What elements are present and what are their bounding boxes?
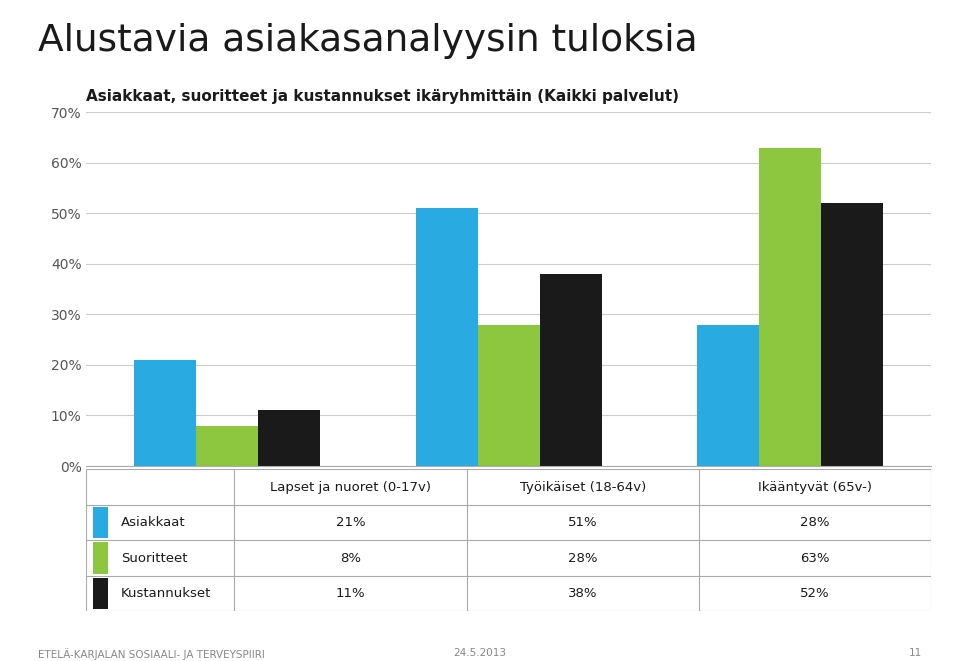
Text: Suoritteet: Suoritteet <box>121 552 187 564</box>
Bar <box>478 325 540 466</box>
Text: 11%: 11% <box>336 587 365 600</box>
Bar <box>416 208 478 466</box>
Text: ETELÄ-KARJALAN SOSIAALI- JA TERVEYSPIIRI: ETELÄ-KARJALAN SOSIAALI- JA TERVEYSPIIRI <box>38 648 265 660</box>
Bar <box>759 148 822 466</box>
Text: 8%: 8% <box>340 552 361 564</box>
Text: Lapset ja nuoret (0-17v): Lapset ja nuoret (0-17v) <box>270 481 431 494</box>
Bar <box>698 325 759 466</box>
Text: Alustavia asiakasanalyysin tuloksia: Alustavia asiakasanalyysin tuloksia <box>38 23 698 59</box>
Text: 11: 11 <box>908 648 922 658</box>
Bar <box>93 507 108 538</box>
Text: 24.5.2013: 24.5.2013 <box>453 648 507 658</box>
Text: 52%: 52% <box>801 587 829 600</box>
Bar <box>822 204 883 466</box>
Text: Asiakkaat, suoritteet ja kustannukset ikäryhmittäin (Kaikki palvelut): Asiakkaat, suoritteet ja kustannukset ik… <box>86 89 680 104</box>
Text: 63%: 63% <box>801 552 829 564</box>
Text: Kustannukset: Kustannukset <box>121 587 211 600</box>
Text: 21%: 21% <box>336 516 365 529</box>
Bar <box>134 360 196 466</box>
Text: 38%: 38% <box>568 587 597 600</box>
Text: Ikääntyvät (65v-): Ikääntyvät (65v-) <box>758 481 872 494</box>
Bar <box>540 274 602 466</box>
Text: 51%: 51% <box>568 516 597 529</box>
Text: 28%: 28% <box>568 552 597 564</box>
Bar <box>196 426 258 466</box>
Bar <box>93 543 108 574</box>
Text: 28%: 28% <box>801 516 829 529</box>
Bar <box>93 578 108 609</box>
Text: Asiakkaat: Asiakkaat <box>121 516 185 529</box>
Text: Työikäiset (18-64v): Työikäiset (18-64v) <box>519 481 646 494</box>
Bar <box>258 410 320 466</box>
